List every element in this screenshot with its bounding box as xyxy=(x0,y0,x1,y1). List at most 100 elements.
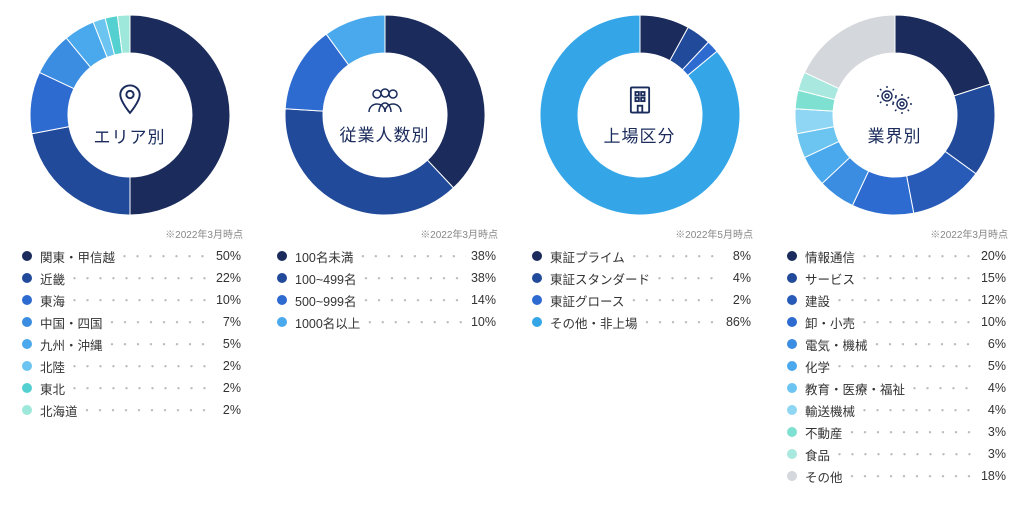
legend-label: 北海道 xyxy=(40,401,78,420)
legend-swatch xyxy=(787,317,797,327)
chart-panel: 上場区分 ※2022年5月時点東証プライム・・・・・・・・・・・・・8%東証スタ… xyxy=(516,10,763,333)
legend-label: 教育・医療・福祉 xyxy=(805,379,905,398)
legend-row: その他・・・・・・・・・・・・・18% xyxy=(787,465,1014,487)
legend-dots: ・・・・・・・・・・・・・ xyxy=(859,402,976,418)
legend-percent: 22% xyxy=(215,271,249,285)
legend-swatch xyxy=(532,317,542,327)
legend-swatch xyxy=(787,383,797,393)
legend-swatch xyxy=(532,273,542,283)
legend-label: 500~999名 xyxy=(295,291,357,310)
legend-percent: 4% xyxy=(980,403,1014,417)
legend-row: 北陸・・・・・・・・・・・・・2% xyxy=(22,355,249,377)
legend-percent: 12% xyxy=(980,293,1014,307)
donut-slice xyxy=(385,15,485,188)
donut-slice xyxy=(895,15,990,96)
legend-row: 東北・・・・・・・・・・・・・2% xyxy=(22,377,249,399)
legend-row: 建設・・・・・・・・・・・・・ 12% xyxy=(787,289,1014,311)
legend-percent: 7% xyxy=(215,315,249,329)
legend: 東証プライム・・・・・・・・・・・・・8%東証スタンダード・・・・・・・・・・・… xyxy=(516,245,763,333)
legend-label: サービス xyxy=(805,269,855,288)
legend-row: 化学・・・・・・・・・・・・・5% xyxy=(787,355,1014,377)
legend-percent: 4% xyxy=(980,381,1014,395)
legend-row: サービス・・・・・・・・・・・・・15% xyxy=(787,267,1014,289)
donut-slice xyxy=(804,15,894,89)
chart-note: ※2022年3月時点 xyxy=(420,226,498,241)
legend-row: 食品・・・・・・・・・・・・・3% xyxy=(787,443,1014,465)
legend-label: 東証プライム xyxy=(550,247,625,266)
donut-slice xyxy=(285,109,453,215)
legend-dots: ・・・・・・・・・・・・・ xyxy=(859,248,976,264)
legend-dots: ・・・・・・・・・・・・・ xyxy=(834,358,976,374)
legend-percent: 10% xyxy=(980,315,1014,329)
legend-row: 輸送機械・・・・・・・・・・・・・4% xyxy=(787,399,1014,421)
legend-row: 教育・医療・福祉・・・・・・・・・・・・・4% xyxy=(787,377,1014,399)
legend-label: 建設 xyxy=(805,291,830,310)
donut-slice xyxy=(130,15,230,215)
legend-dots: ・・・・・・・・・・・・・ xyxy=(69,270,211,286)
legend-swatch xyxy=(22,317,32,327)
legend-swatch xyxy=(22,383,32,393)
legend-row: 不動産・・・・・・・・・・・・・3% xyxy=(787,421,1014,443)
legend-swatch xyxy=(787,449,797,459)
legend-row: 100名未満・・・・・・・・・・・・・38% xyxy=(277,245,504,267)
legend-dots: ・・・・・・・・・・・・・ xyxy=(834,292,976,308)
legend-label: 東海 xyxy=(40,291,65,310)
legend-percent: 10% xyxy=(470,315,504,329)
legend-label: その他 xyxy=(805,467,843,486)
legend-row: 東海・・・・・・・・・・・・・10% xyxy=(22,289,249,311)
legend-row: 100~499名・・・・・・・・・・・・・38% xyxy=(277,267,504,289)
legend-percent: 3% xyxy=(980,447,1014,461)
legend-swatch xyxy=(277,317,287,327)
legend-dots: ・・・・・・・・・・・・・ xyxy=(82,402,211,418)
legend-dots: ・・・・・・・・・・・・・ xyxy=(859,314,976,330)
legend-label: その他・非上場 xyxy=(550,313,638,332)
donut-chart: エリア別 xyxy=(25,10,235,220)
legend-swatch xyxy=(787,251,797,261)
legend-label: 近畿 xyxy=(40,269,65,288)
legend-percent: 2% xyxy=(215,403,249,417)
legend-row: その他・非上場・・・・・・・・・・・・・86% xyxy=(532,311,759,333)
chart-panel: 業界別 ※2022年3月時点情報通信・・・・・・・・・・・・・20%サービス・・… xyxy=(771,10,1018,487)
legend-swatch xyxy=(787,295,797,305)
legend-swatch xyxy=(22,361,32,371)
legend-dots: ・・・・・・・・・・・・・ xyxy=(69,380,211,396)
legend-label: 食品 xyxy=(805,445,830,464)
legend-label: 九州・沖縄 xyxy=(40,335,103,354)
chart-panel: 従業人数別 ※2022年3月時点100名未満・・・・・・・・・・・・・38%10… xyxy=(261,10,508,333)
legend-dots: ・・・・・・・・・・・・・ xyxy=(357,248,466,264)
legend-percent: 86% xyxy=(725,315,759,329)
legend-swatch xyxy=(787,339,797,349)
legend-label: 関東・甲信越 xyxy=(40,247,115,266)
legend-dots: ・・・・・・・・・・・・・ xyxy=(361,292,466,308)
legend-row: 北海道・・・・・・・・・・・・・ 2% xyxy=(22,399,249,421)
legend-swatch xyxy=(277,251,287,261)
legend-percent: 20% xyxy=(980,249,1014,263)
legend-dots: ・・・・・・・・・・・・・ xyxy=(69,292,211,308)
legend-row: 近畿・・・・・・・・・・・・・ 22% xyxy=(22,267,249,289)
legend-swatch xyxy=(277,273,287,283)
legend: 情報通信・・・・・・・・・・・・・20%サービス・・・・・・・・・・・・・15%… xyxy=(771,245,1018,487)
legend-label: 化学 xyxy=(805,357,830,376)
legend-swatch xyxy=(532,251,542,261)
legend-swatch xyxy=(787,405,797,415)
legend-percent: 2% xyxy=(215,381,249,395)
legend-dots: ・・・・・・・・・・・・・ xyxy=(364,314,466,330)
legend-label: 100~499名 xyxy=(295,269,357,288)
chart-note: ※2022年5月時点 xyxy=(675,226,753,241)
legend-label: 1000名以上 xyxy=(295,313,360,332)
legend-label: 東証スタンダード xyxy=(550,269,650,288)
legend-swatch xyxy=(787,273,797,283)
legend-dots: ・・・・・・・・・・・・・ xyxy=(872,336,976,352)
legend-percent: 38% xyxy=(470,249,504,263)
legend-swatch xyxy=(787,427,797,437)
legend-row: 電気・機械・・・・・・・・・・・・・ 6% xyxy=(787,333,1014,355)
legend-dots: ・・・・・・・・・・・・・ xyxy=(859,270,976,286)
legend-row: 1000名以上・・・・・・・・・・・・・ 10% xyxy=(277,311,504,333)
legend-percent: 6% xyxy=(980,337,1014,351)
legend-label: 情報通信 xyxy=(805,247,855,266)
legend-dots: ・・・・・・・・・・・・・ xyxy=(628,292,721,308)
legend-row: 情報通信・・・・・・・・・・・・・ 20% xyxy=(787,245,1014,267)
legend-label: 電気・機械 xyxy=(805,335,868,354)
donut-chart: 従業人数別 xyxy=(280,10,490,220)
legend-dots: ・・・・・・・・・・・・・ xyxy=(69,358,211,374)
